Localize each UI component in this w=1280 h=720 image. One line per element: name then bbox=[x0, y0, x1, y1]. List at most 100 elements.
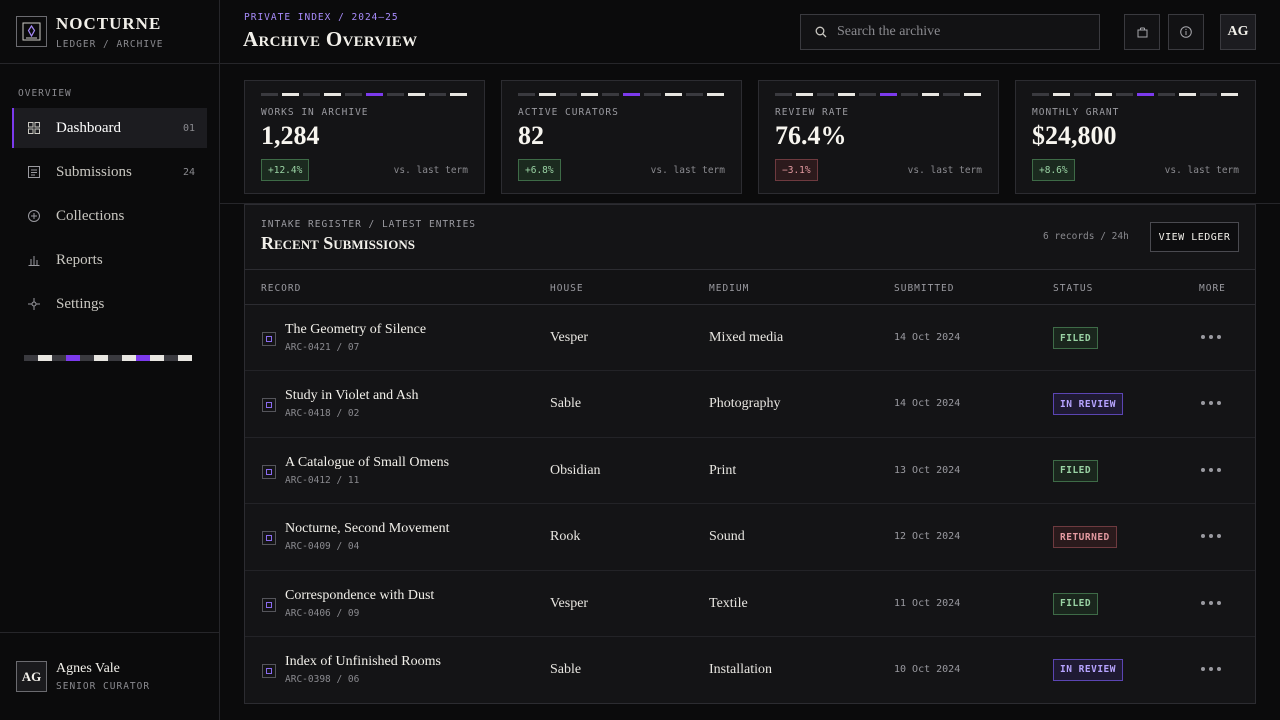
brand-name: NOCTURNE bbox=[56, 13, 162, 33]
kpi-card-curators[interactable]: ACTIVE CURATORS 82 +6.8% vs. last term bbox=[501, 80, 742, 194]
record-title[interactable]: A Catalogue of Small Omens bbox=[285, 454, 450, 470]
more-options-icon[interactable] bbox=[1201, 600, 1221, 605]
record-icon bbox=[262, 663, 276, 678]
panel-title: Recent Submissions bbox=[261, 233, 415, 253]
column-header-status[interactable]: STATUS bbox=[1053, 283, 1094, 294]
kpi-delta-badge: +8.6% bbox=[1032, 159, 1075, 181]
sidebar-item-count: 01 bbox=[182, 122, 195, 134]
strip-segment bbox=[24, 355, 38, 361]
strip-segment bbox=[943, 93, 960, 96]
sidebar-item-reports[interactable]: Reports bbox=[12, 240, 207, 280]
sidebar-item-settings[interactable]: Settings bbox=[12, 284, 207, 324]
document-icon bbox=[28, 166, 40, 178]
record-house: Rook bbox=[550, 529, 581, 545]
table-row[interactable]: Index of Unfinished Rooms ARC-0398 / 06 … bbox=[245, 637, 1255, 703]
sidebar-nav: Dashboard 01 Submissions 24 Collections … bbox=[12, 108, 207, 328]
kpi-delta-badge: −3.1% bbox=[775, 159, 818, 181]
status-badge: FILED bbox=[1053, 592, 1099, 615]
strip-segment bbox=[94, 355, 108, 361]
decorative-strip bbox=[261, 93, 471, 96]
strip-segment bbox=[644, 93, 661, 96]
record-house: Obsidian bbox=[550, 462, 601, 478]
header-avatar[interactable]: AG bbox=[1220, 14, 1256, 50]
strip-segment bbox=[164, 355, 178, 361]
sidebar: NOCTURNE LEDGER / ARCHIVE OVERVIEW Dashb… bbox=[0, 0, 220, 720]
archive-button[interactable] bbox=[1124, 14, 1160, 50]
strip-segment bbox=[136, 355, 150, 361]
kpi-label: MONTHLY GRANT bbox=[1032, 107, 1120, 118]
more-options-icon[interactable] bbox=[1201, 666, 1221, 671]
kpi-delta-badge: +12.4% bbox=[261, 159, 310, 181]
record-icon bbox=[262, 398, 276, 413]
table-row[interactable]: A Catalogue of Small Omens ARC-0412 / 11… bbox=[245, 438, 1255, 505]
record-date: 14 Oct 2024 bbox=[894, 398, 961, 410]
records-count: 6 records / 24h bbox=[1043, 231, 1129, 242]
search-box[interactable] bbox=[800, 14, 1100, 50]
strip-segment bbox=[1179, 93, 1196, 96]
kpi-card-grant[interactable]: MONTHLY GRANT $24,800 +8.6% vs. last ter… bbox=[1015, 80, 1256, 194]
info-button[interactable] bbox=[1168, 14, 1204, 50]
record-icon bbox=[262, 332, 276, 346]
section-divider bbox=[220, 203, 1280, 204]
strip-segment bbox=[1137, 93, 1154, 96]
user-profile[interactable]: AG Agnes Vale SENIOR CURATOR bbox=[0, 632, 219, 720]
sidebar-item-submissions[interactable]: Submissions 24 bbox=[12, 152, 207, 192]
search-input[interactable] bbox=[837, 24, 1077, 40]
record-title[interactable]: The Geometry of Silence bbox=[285, 322, 427, 337]
kpi-compare: vs. last term bbox=[907, 165, 982, 176]
strip-segment bbox=[859, 93, 876, 96]
strip-segment bbox=[922, 93, 939, 96]
record-title[interactable]: Study in Violet and Ash bbox=[285, 388, 419, 404]
strip-segment bbox=[518, 93, 535, 96]
table-row[interactable]: The Geometry of Silence ARC-0421 / 07 Ve… bbox=[245, 305, 1255, 372]
table-row[interactable]: Nocturne, Second Movement ARC-0409 / 04 … bbox=[245, 504, 1255, 571]
view-ledger-button[interactable]: VIEW LEDGER bbox=[1150, 222, 1239, 252]
page-eyebrow: PRIVATE INDEX / 2024–25 bbox=[244, 12, 399, 23]
column-header-submitted[interactable]: SUBMITTED bbox=[894, 283, 955, 294]
record-id: ARC-0421 / 07 bbox=[285, 342, 360, 353]
record-medium: Photography bbox=[709, 396, 781, 412]
record-id: ARC-0398 / 06 bbox=[285, 673, 360, 685]
strip-segment bbox=[1053, 93, 1070, 96]
record-icon bbox=[262, 464, 276, 479]
record-title[interactable]: Nocturne, Second Movement bbox=[285, 521, 450, 537]
strip-segment bbox=[796, 93, 813, 96]
kpi-value: 1,284 bbox=[261, 121, 320, 150]
brand[interactable]: NOCTURNE LEDGER / ARCHIVE bbox=[0, 0, 219, 64]
strip-segment bbox=[901, 93, 918, 96]
kpi-compare: vs. last term bbox=[1164, 165, 1239, 176]
top-header: PRIVATE INDEX / 2024–25 Archive Overview… bbox=[220, 0, 1280, 64]
status-badge: RETURNED bbox=[1053, 526, 1117, 549]
column-header-record[interactable]: RECORD bbox=[261, 283, 302, 294]
strip-segment bbox=[1221, 93, 1238, 96]
user-name: Agnes Vale bbox=[56, 661, 120, 676]
more-options-icon[interactable] bbox=[1201, 534, 1221, 539]
record-medium: Installation bbox=[709, 661, 772, 677]
sidebar-item-label: Collections bbox=[56, 207, 125, 224]
more-options-icon[interactable] bbox=[1201, 467, 1221, 472]
column-header-house[interactable]: HOUSE bbox=[550, 283, 584, 294]
sidebar-item-collections[interactable]: Collections bbox=[12, 196, 207, 236]
table-row[interactable]: Correspondence with Dust ARC-0406 / 09 V… bbox=[245, 571, 1255, 637]
kpi-card-works[interactable]: WORKS IN ARCHIVE 1,284 +12.4% vs. last t… bbox=[244, 80, 485, 194]
kpi-card-review-rate[interactable]: REVIEW RATE 76.4% −3.1% vs. last term bbox=[758, 80, 999, 194]
nav-section-label: OVERVIEW bbox=[18, 88, 72, 99]
decorative-strip bbox=[775, 93, 985, 96]
strip-segment bbox=[964, 93, 981, 96]
column-header-medium[interactable]: MEDIUM bbox=[709, 283, 750, 294]
table-row[interactable]: Study in Violet and Ash ARC-0418 / 02 Sa… bbox=[245, 371, 1255, 438]
record-icon bbox=[262, 531, 276, 546]
record-title[interactable]: Index of Unfinished Rooms bbox=[285, 653, 441, 669]
decorative-strip bbox=[24, 355, 192, 361]
kpi-label: WORKS IN ARCHIVE bbox=[261, 107, 369, 118]
kpi-value: 82 bbox=[518, 121, 544, 150]
more-options-icon[interactable] bbox=[1201, 335, 1221, 339]
record-title[interactable]: Correspondence with Dust bbox=[285, 587, 435, 603]
more-options-icon[interactable] bbox=[1201, 401, 1221, 406]
strip-segment bbox=[539, 93, 556, 96]
strip-segment bbox=[775, 93, 792, 96]
strip-segment bbox=[623, 93, 640, 96]
kpi-label: ACTIVE CURATORS bbox=[518, 107, 619, 118]
strip-segment bbox=[707, 93, 724, 96]
sidebar-item-dashboard[interactable]: Dashboard 01 bbox=[12, 108, 207, 148]
